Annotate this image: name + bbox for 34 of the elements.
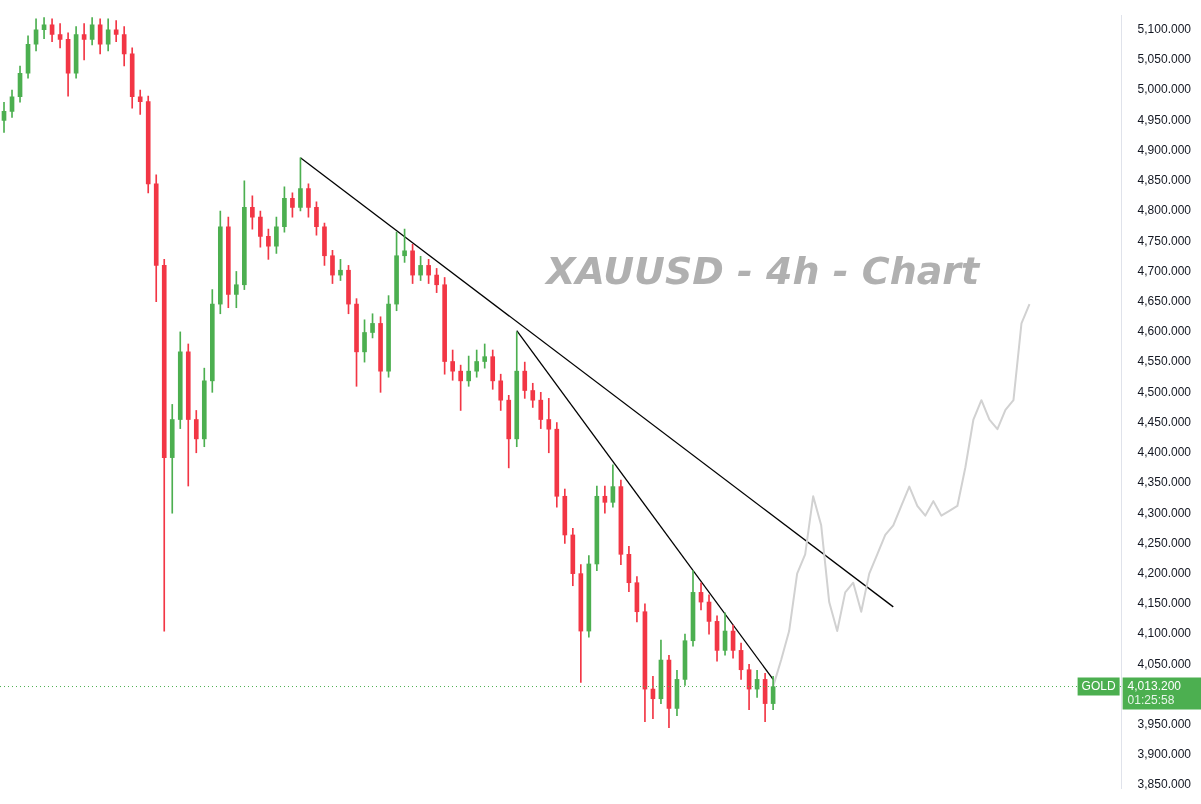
y-tick-label: 4,200.000 bbox=[1137, 565, 1192, 580]
y-tick-label: 4,250.000 bbox=[1137, 535, 1192, 550]
y-tick-label: 4,650.000 bbox=[1137, 293, 1192, 308]
text: 4,013.200 bbox=[1127, 678, 1182, 693]
y-tick-label: 4,950.000 bbox=[1137, 112, 1192, 127]
y-tick-label: 4,850.000 bbox=[1137, 173, 1192, 188]
y-tick-label: 4,350.000 bbox=[1137, 475, 1192, 490]
candlestick bbox=[81, 23, 87, 61]
y-tick-label: 4,450.000 bbox=[1137, 414, 1192, 429]
y-tick-label: 4,700.000 bbox=[1137, 263, 1192, 278]
candlestick bbox=[137, 89, 143, 115]
y-tick-label: 4,550.000 bbox=[1137, 354, 1192, 369]
y-tick-label: 5,100.000 bbox=[1137, 22, 1192, 37]
candlestick bbox=[546, 398, 552, 454]
candlestick bbox=[57, 23, 63, 49]
y-tick-label: 4,300.000 bbox=[1137, 505, 1192, 520]
ref-line-label: GOLD bbox=[1081, 678, 1116, 693]
y-tick-label: 4,150.000 bbox=[1137, 596, 1192, 611]
y-tick-label: 4,600.000 bbox=[1137, 324, 1192, 339]
y-tick-label: 4,800.000 bbox=[1137, 203, 1192, 218]
y-tick-label: 4,400.000 bbox=[1137, 445, 1192, 460]
y-tick-label: 4,750.000 bbox=[1137, 233, 1192, 248]
candlestick bbox=[602, 485, 608, 514]
text: 01:25:58 bbox=[1127, 692, 1175, 707]
y-tick-label: 5,050.000 bbox=[1137, 52, 1192, 67]
y-tick-label: 4,050.000 bbox=[1137, 656, 1192, 671]
y-tick-label: 3,950.000 bbox=[1137, 717, 1192, 732]
y-tick-label: 5,000.000 bbox=[1137, 82, 1192, 97]
y-tick-label: 3,900.000 bbox=[1137, 747, 1192, 762]
y-tick-label: 4,500.000 bbox=[1137, 384, 1192, 399]
y-tick-label: 4,900.000 bbox=[1137, 142, 1192, 157]
y-tick-label: 3,850.000 bbox=[1137, 777, 1192, 792]
text: XAUUSD - 4h - Chart bbox=[544, 249, 982, 294]
y-tick-label: 4,100.000 bbox=[1137, 626, 1192, 641]
